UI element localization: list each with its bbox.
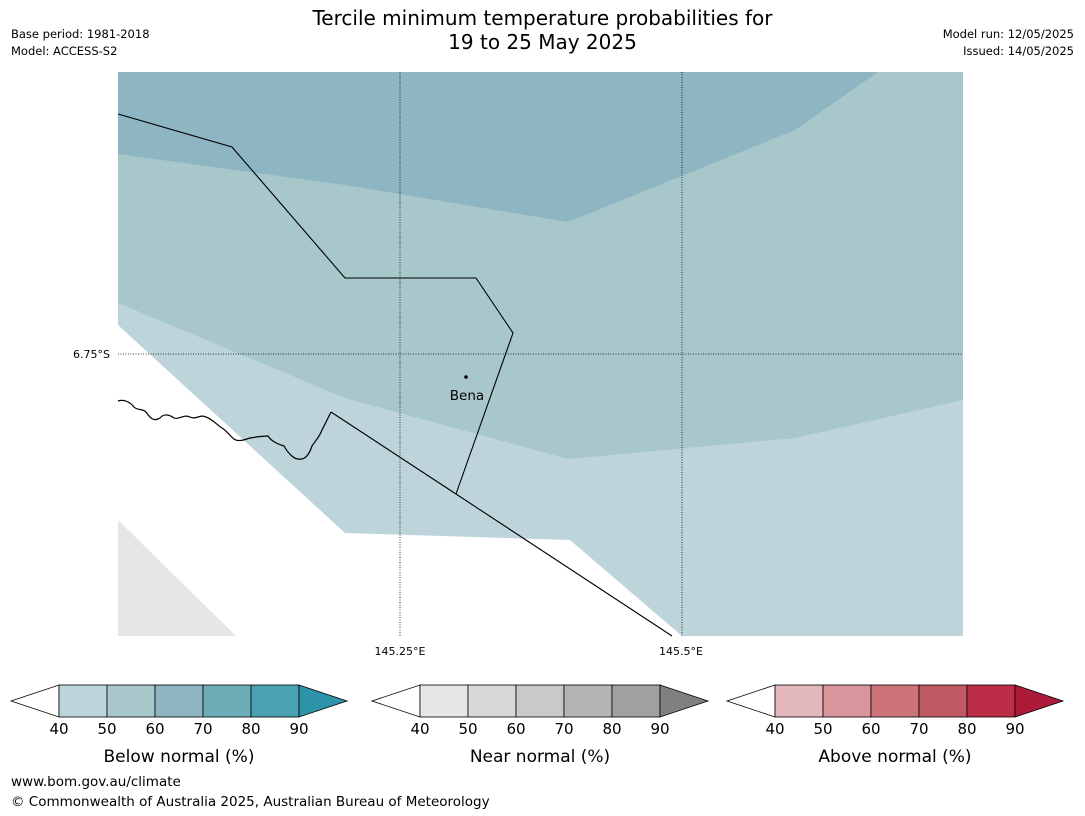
colorbar-title: Near normal (%) <box>470 747 610 767</box>
legends: 40 50 60 70 80 90 Below normal (%) 40 50 60 70 80 90… <box>9 684 1065 767</box>
colorbar-tick-label: 70 <box>909 720 928 738</box>
footer-url: www.bom.gov.au/climate <box>11 774 181 790</box>
colorbar-tick-label: 40 <box>49 720 68 738</box>
colorbar-tick-label: 50 <box>458 720 477 738</box>
colorbar-segment <box>467 684 517 718</box>
colorbar-tick-label: 50 <box>97 720 116 738</box>
colorbar-segment <box>563 684 613 718</box>
colorbar-segment <box>515 684 565 718</box>
colorbar-segment <box>918 684 968 718</box>
colorbar-segment <box>870 684 920 718</box>
colorbar-legend: 40 50 60 70 80 90 Above normal (%) <box>725 684 1065 767</box>
colorbar-tick-label: 40 <box>410 720 429 738</box>
colorbar-tick-label: 90 <box>1005 720 1024 738</box>
map-figure: Bena 6.75°S 145.25°E 145.5°E 40 50 60 70 80 9… <box>9 72 1065 767</box>
meta-right: Model run: 12/05/2025 Issued: 14/05/2025 <box>943 26 1074 60</box>
colorbar-tick-label: 90 <box>650 720 669 738</box>
map-area: Bena 6.75°S 145.25°E 145.5°E <box>73 72 963 658</box>
coastline <box>117 399 332 460</box>
base-period: Base period: 1981-2018 <box>11 27 150 41</box>
colorbar-tick-label: 70 <box>193 720 212 738</box>
colorbar-high-extension <box>298 684 349 718</box>
colorbar-tick-label: 70 <box>554 720 573 738</box>
colorbar-tick-label: 60 <box>506 720 525 738</box>
colorbar-segment <box>822 684 872 718</box>
colorbar-low-extension <box>725 684 776 718</box>
colorbar-segment <box>202 684 252 718</box>
meta-left: Base period: 1981-2018 Model: ACCESS-S2 <box>11 26 150 60</box>
zone-below-60-70 <box>118 72 878 222</box>
colorbar-high-extension <box>1014 684 1065 718</box>
colorbar-tick-label: 50 <box>813 720 832 738</box>
model-name: Model: ACCESS-S2 <box>11 44 118 58</box>
title-line-2: 19 to 25 May 2025 <box>448 30 637 54</box>
colorbar-segment <box>966 684 1016 718</box>
colorbar-low-extension <box>370 684 421 718</box>
colorbar-tick-label: 90 <box>289 720 308 738</box>
title-line-1: Tercile minimum temperature probabilitie… <box>312 6 773 30</box>
colorbar-segment <box>106 684 156 718</box>
place-label: Bena <box>450 388 484 404</box>
colorbar-low-extension <box>9 684 60 718</box>
colorbar-segment <box>58 684 108 718</box>
colorbar-title: Below normal (%) <box>104 747 255 767</box>
colorbar-segment <box>250 684 300 718</box>
map-title: Tercile minimum temperature probabilitie… <box>0 6 1085 54</box>
town-marker <box>464 375 468 379</box>
issued-date: Issued: 14/05/2025 <box>963 44 1074 58</box>
colorbar-tick-label: 80 <box>602 720 621 738</box>
province-boundary <box>330 411 673 637</box>
latitude-label: 6.75°S <box>73 348 110 361</box>
colorbar-tick-label: 80 <box>241 720 260 738</box>
colorbar-tick-label: 60 <box>861 720 880 738</box>
longitude-label: 145.5°E <box>659 645 703 658</box>
colorbar-tick-label: 60 <box>145 720 164 738</box>
colorbar-tick-label: 40 <box>765 720 784 738</box>
colorbar-high-extension <box>659 684 710 718</box>
district-boundary <box>117 113 514 495</box>
colorbar-segment <box>611 684 661 718</box>
model-run: Model run: 12/05/2025 <box>942 27 1074 41</box>
longitude-label: 145.25°E <box>375 645 426 658</box>
colorbar-tick-label: 80 <box>957 720 976 738</box>
colorbar-segment <box>154 684 204 718</box>
colorbar-legend: 40 50 60 70 80 90 Below normal (%) <box>9 684 349 767</box>
zone-no-data <box>118 520 236 636</box>
colorbar-segment <box>774 684 824 718</box>
footer-copyright: © Commonwealth of Australia 2025, Austra… <box>11 794 490 810</box>
colorbar-title: Above normal (%) <box>818 747 971 767</box>
colorbar-legend: 40 50 60 70 80 90 Near normal (%) <box>370 684 710 767</box>
colorbar-segment <box>419 684 469 718</box>
